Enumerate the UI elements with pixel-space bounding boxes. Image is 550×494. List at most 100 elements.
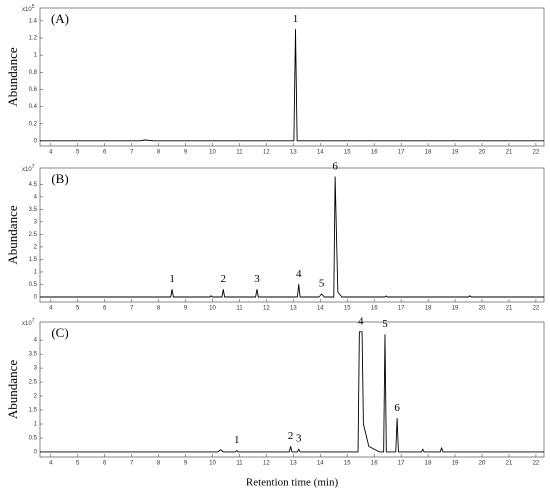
- x-tick-label: 6: [103, 461, 107, 467]
- peak-label: 6: [332, 160, 338, 172]
- x-tick-label: 10: [209, 461, 216, 467]
- x-tick-label: 9: [184, 306, 188, 312]
- x-tick-label: 5: [76, 150, 80, 156]
- x-tick-label: 22: [533, 306, 540, 312]
- x-tick-label: 13: [290, 461, 297, 467]
- x-tick-label: 4: [49, 306, 53, 312]
- x-axis-label: Retention time (min): [246, 477, 339, 489]
- x-tick-label: 22: [533, 461, 540, 467]
- y-axis-label: Abundance: [5, 205, 20, 264]
- peak-label: 1: [234, 434, 240, 446]
- x-tick-label: 21: [506, 150, 513, 156]
- peak-label: 1: [293, 13, 299, 25]
- peak-label: 4: [296, 268, 302, 280]
- x-tick-label: 10: [209, 150, 216, 156]
- y-scale-exponent: 7: [32, 318, 35, 324]
- x-tick-label: 12: [263, 461, 270, 467]
- x-tick-label: 16: [371, 306, 378, 312]
- y-tick-label: 1: [34, 270, 38, 276]
- x-tick-label: 7: [130, 461, 134, 467]
- plot-frame: [39, 167, 545, 303]
- x-tick-label: 15: [344, 150, 351, 156]
- y-tick-label: 0.6: [29, 87, 38, 93]
- x-tick-label: 8: [157, 306, 161, 312]
- x-tick-label: 10: [209, 306, 216, 312]
- x-tick-label: 22: [533, 150, 540, 156]
- x-tick-label: 20: [479, 461, 486, 467]
- panel-label: (A): [51, 11, 69, 26]
- x-tick-label: 17: [398, 306, 405, 312]
- x-tick-label: 13: [290, 306, 297, 312]
- x-tick-label: 5: [76, 306, 80, 312]
- y-tick-label: 1.2: [29, 36, 38, 42]
- x-tick-label: 16: [371, 150, 378, 156]
- peak-label: 2: [288, 430, 294, 442]
- y-tick-label: 4: [34, 194, 38, 200]
- y-scale-base: x10: [22, 7, 32, 13]
- x-tick-label: 18: [425, 150, 432, 156]
- y-tick-label: 1.4: [29, 18, 38, 24]
- y-tick-label: 2: [34, 394, 38, 400]
- x-tick-label: 20: [479, 306, 486, 312]
- x-tick-label: 17: [398, 461, 405, 467]
- x-tick-label: 9: [184, 461, 188, 467]
- x-tick-label: 19: [452, 306, 459, 312]
- chromatogram-trace: [40, 28, 544, 142]
- y-tick-label: 0: [34, 450, 38, 456]
- y-tick-label: 0.5: [29, 282, 38, 288]
- y-tick-label: 0.5: [29, 436, 38, 442]
- x-tick-label: 9: [184, 150, 188, 156]
- y-tick-label: 3: [34, 366, 38, 372]
- x-tick-label: 11: [236, 306, 243, 312]
- plot-frame: [39, 321, 545, 458]
- y-tick-label: 0.2: [29, 121, 38, 127]
- x-tick-label: 20: [479, 150, 486, 156]
- y-tick-label: 0.8: [29, 70, 38, 76]
- x-tick-label: 15: [344, 306, 351, 312]
- x-tick-label: 14: [317, 306, 324, 312]
- panel-label: (C): [51, 325, 68, 340]
- y-axis-label: Abundance: [5, 360, 20, 419]
- peak-label: 1: [169, 273, 175, 285]
- y-tick-label: 1.5: [29, 408, 38, 414]
- x-tick-label: 18: [425, 306, 432, 312]
- x-tick-label: 21: [506, 306, 513, 312]
- plot-frame: [39, 7, 545, 147]
- x-tick-label: 12: [263, 306, 270, 312]
- x-tick-label: 19: [452, 461, 459, 467]
- peak-label: 4: [358, 315, 364, 327]
- x-tick-label: 5: [76, 461, 80, 467]
- peak-label: 5: [382, 318, 388, 330]
- y-tick-label: 4.5: [29, 182, 38, 188]
- x-tick-label: 8: [157, 150, 161, 156]
- x-tick-label: 17: [398, 150, 405, 156]
- x-tick-label: 6: [103, 150, 107, 156]
- peak-label: 3: [296, 433, 302, 445]
- y-scale-base: x10: [22, 321, 32, 327]
- x-tick-label: 14: [317, 150, 324, 156]
- x-tick-label: 4: [49, 150, 53, 156]
- y-tick-label: 0: [34, 295, 38, 301]
- y-scale-exponent: 7: [32, 164, 35, 170]
- x-tick-label: 18: [425, 461, 432, 467]
- x-tick-label: 19: [452, 150, 459, 156]
- peak-label: 2: [221, 273, 227, 285]
- x-tick-label: 6: [103, 306, 107, 312]
- chromatogram-trace: [40, 331, 544, 453]
- x-tick-label: 13: [290, 150, 297, 156]
- x-tick-label: 12: [263, 150, 270, 156]
- y-tick-label: 1: [34, 422, 38, 428]
- y-axis-label: Abundance: [5, 47, 20, 106]
- panel-label: (B): [51, 171, 68, 186]
- x-tick-label: 4: [49, 461, 53, 467]
- y-tick-label: 2: [34, 244, 38, 250]
- x-tick-label: 11: [236, 461, 243, 467]
- x-tick-label: 16: [371, 461, 378, 467]
- x-tick-label: 21: [506, 461, 513, 467]
- y-scale-base: x10: [22, 167, 32, 173]
- x-tick-label: 15: [344, 461, 351, 467]
- x-tick-label: 8: [157, 461, 161, 467]
- y-tick-label: 3.5: [29, 207, 38, 213]
- y-tick-label: 0: [34, 138, 38, 144]
